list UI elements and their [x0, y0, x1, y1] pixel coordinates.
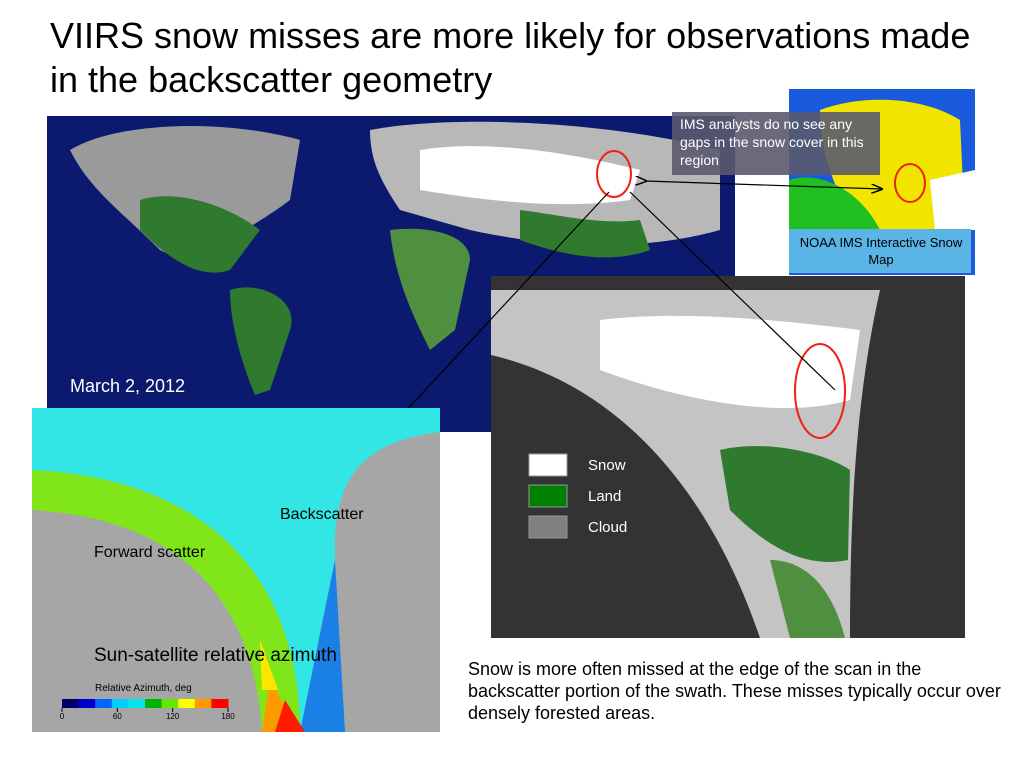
colorbar-cell — [128, 699, 146, 708]
colorbar-cell — [161, 699, 179, 708]
ims-label: NOAA IMS Interactive Snow Map — [799, 235, 963, 267]
colorbar-cell — [62, 699, 80, 708]
arrow — [646, 181, 882, 189]
ims-label-box — [789, 229, 971, 273]
note: Snow is more often missed at the edge of… — [468, 659, 1001, 723]
legend: Snow Land Cloud — [528, 453, 627, 539]
colorbar: 0 60 120 180 — [60, 699, 235, 721]
azimuth-map — [32, 408, 440, 732]
legend-label: Cloud — [588, 519, 627, 536]
callout-box — [672, 112, 880, 175]
backscatter-label: Backscatter — [280, 506, 364, 523]
legend-label: Land — [588, 488, 621, 505]
arrow — [629, 191, 836, 391]
colorbar-tick-label: 60 — [113, 712, 122, 721]
forward-label: Forward scatter — [94, 544, 206, 561]
legend-swatch — [528, 484, 568, 508]
world-map — [47, 116, 735, 432]
colorbar-cell — [211, 699, 229, 708]
date: March 2, 2012 — [70, 376, 186, 396]
region-circle — [596, 150, 632, 198]
swath-map — [491, 276, 965, 638]
region-circle — [794, 343, 846, 439]
title: VIIRS snow misses are more likely for ob… — [50, 15, 971, 100]
colorbar-title: Relative Azimuth, deg — [95, 683, 192, 694]
colorbar-cell — [78, 699, 96, 708]
azimuth-caption: Sun-satellite relative azimuth — [94, 645, 337, 666]
callout-text: IMS analysts do no see any gaps in the s… — [680, 116, 864, 168]
colorbar-cell — [111, 699, 129, 708]
colorbar-tick-label: 0 — [60, 712, 65, 721]
colorbar-cell — [178, 699, 196, 708]
colorbar-tick-label: 120 — [166, 712, 180, 721]
colorbar-cell — [95, 699, 113, 708]
legend-label: Snow — [588, 457, 626, 474]
colorbar-cell — [145, 699, 163, 708]
legend-swatch — [528, 515, 568, 539]
colorbar-tick-label: 180 — [221, 712, 235, 721]
colorbar-cell — [194, 699, 212, 708]
legend-swatch — [528, 453, 568, 477]
